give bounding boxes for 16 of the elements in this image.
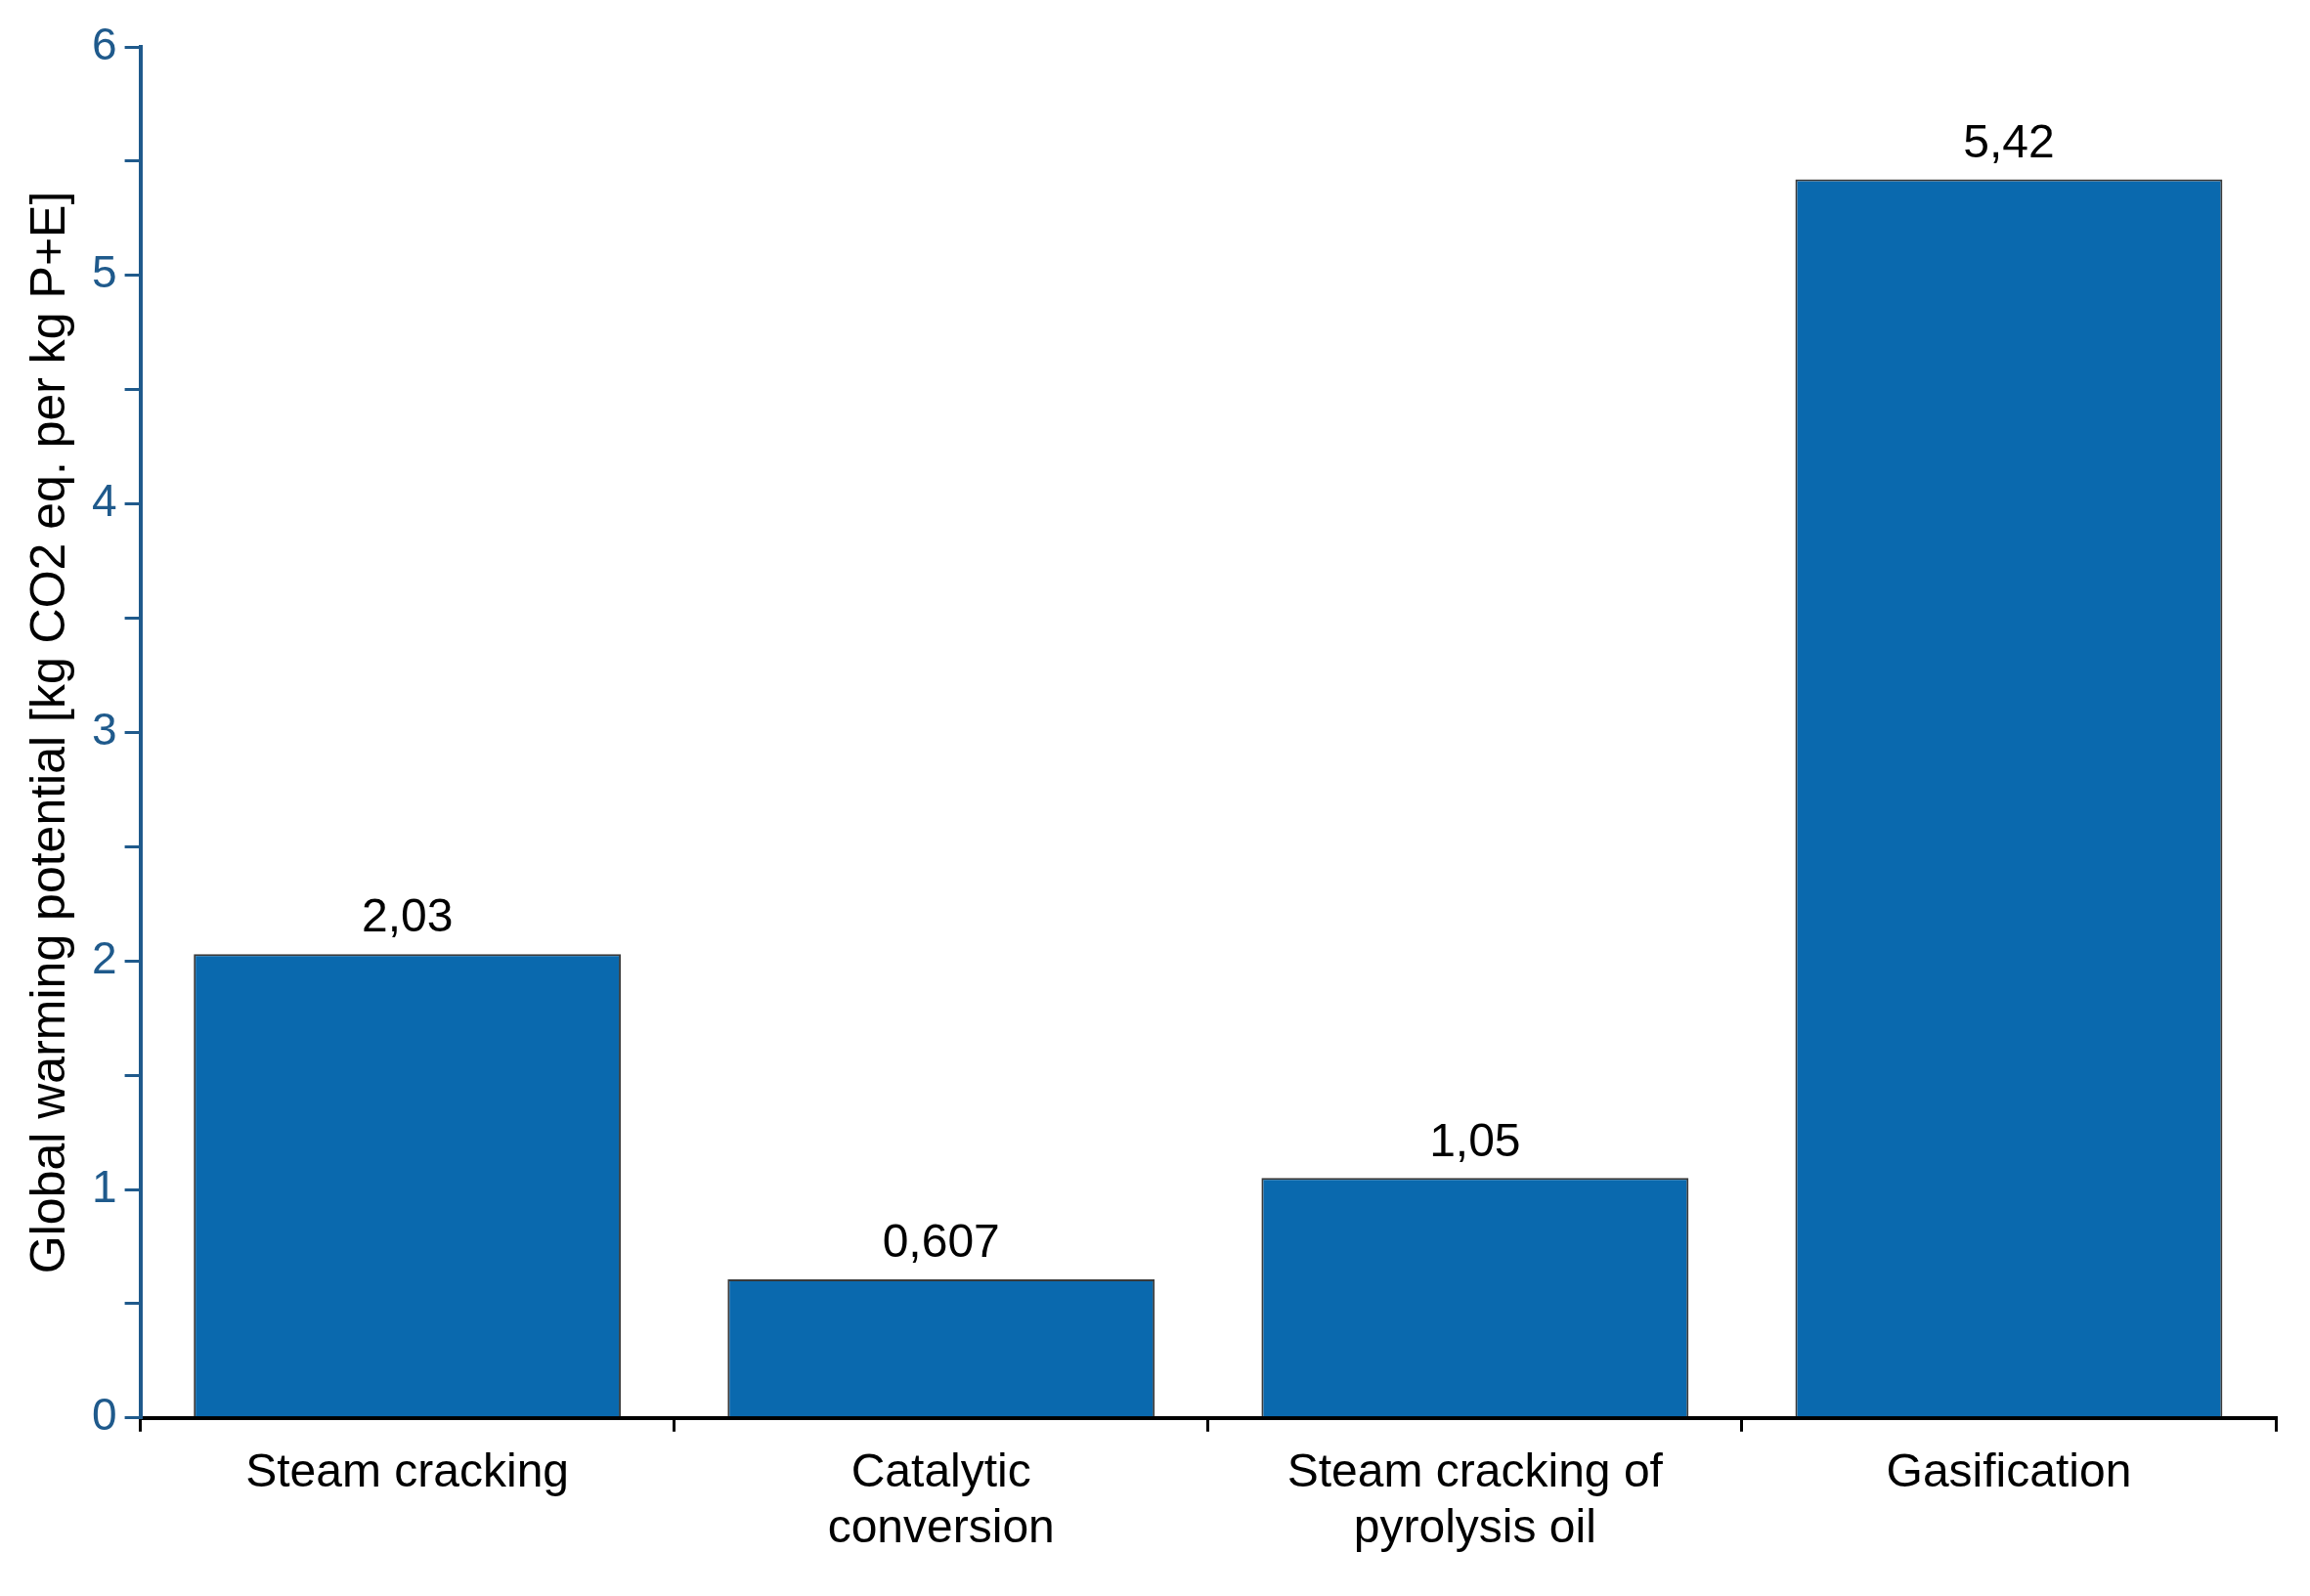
data-label: 1,05	[1429, 1113, 1521, 1166]
y-tick-label: 6	[91, 18, 117, 69]
x-tick-label: Steam cracking of pyrolysis oil	[1286, 1444, 1664, 1553]
y-tick-label: 5	[91, 246, 117, 298]
x-tick-label: Gasification	[1886, 1444, 2132, 1496]
y-tick-label: 0	[91, 1389, 117, 1441]
x-tick-label: Catalytic conversion	[827, 1444, 1055, 1553]
y-tick-label: 4	[91, 475, 117, 527]
y-tick-label: 3	[91, 704, 117, 755]
x-tick-label: Steam cracking	[245, 1444, 570, 1496]
y-axis-title: Global warming potential [kg CO2 eq. per kg P+E]	[20, 191, 75, 1274]
data-label: 2,03	[361, 889, 454, 942]
data-label: 0,607	[882, 1215, 1000, 1268]
data-label: 5,42	[1963, 114, 2055, 167]
y-tick-label: 2	[91, 931, 117, 983]
y-tick-label: 1	[91, 1160, 117, 1212]
